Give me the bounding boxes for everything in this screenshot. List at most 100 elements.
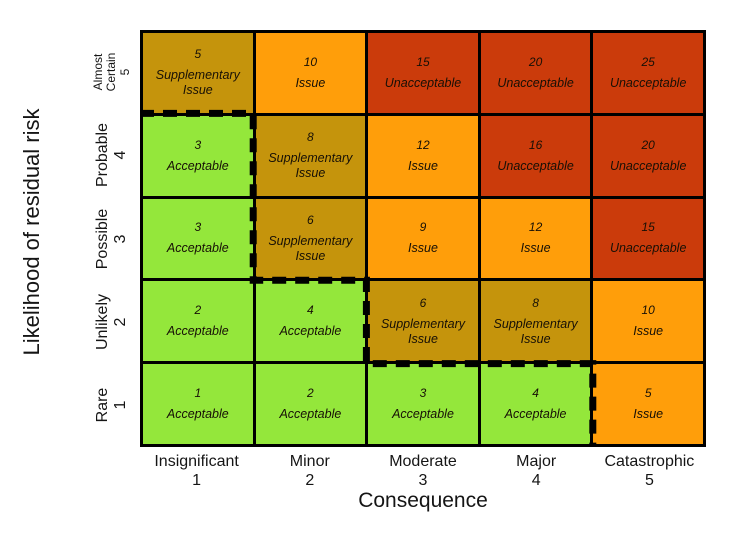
matrix-cell-l3-c2: 6 Supplementary Issue <box>255 198 366 279</box>
matrix-cell-l5-c3: 15 Unacceptable <box>368 33 478 113</box>
x-tick-name: Catastrophic <box>604 453 695 470</box>
y-tick-name: Possible <box>94 208 112 269</box>
x-tick-name: Major <box>516 453 557 470</box>
cell-rating-label: Acceptable <box>166 241 229 256</box>
cell-rating-label: Issue <box>408 158 438 173</box>
cell-rating-label: Acceptable <box>504 407 567 422</box>
cell-rating-label: Acceptable <box>392 407 454 422</box>
cell-rating-label: Acceptable <box>166 158 229 173</box>
x-tick-5: Catastrophic 5 <box>579 452 719 490</box>
x-tick-1: Insignificant 1 <box>127 452 267 490</box>
matrix-cell-l1-c5: 5 Issue <box>593 364 703 444</box>
cell-score: 20 <box>528 54 543 69</box>
matrix-cell-l4-c2: 8 Supplementary Issue <box>255 115 366 196</box>
y-tick-number: 2 <box>112 317 129 327</box>
matrix-cell-l1-c1: 1 Acceptable <box>143 364 253 444</box>
matrix-cell-l5-c1: 5 Supplementary Issue <box>143 33 253 113</box>
cell-score: 9 <box>419 220 427 235</box>
cell-score: 5 <box>644 386 652 401</box>
y-tick-number: 4 <box>112 150 129 160</box>
cell-score: 10 <box>303 54 318 69</box>
cell-score: 4 <box>307 303 314 318</box>
cell-rating-label: Supplementary Issue <box>155 68 240 98</box>
cell-rating-label: Unacceptable <box>609 158 687 173</box>
cell-rating-label: Unacceptable <box>609 75 687 90</box>
cell-score: 25 <box>641 54 655 69</box>
y-axis-title: Likelihood of residual risk <box>19 108 44 356</box>
cell-score: 1 <box>194 386 202 401</box>
matrix-cell-l2-c1: 2 Acceptable <box>143 281 253 362</box>
cell-score: 4 <box>532 386 539 401</box>
cell-score: 8 <box>307 130 314 145</box>
matrix-cell-l5-c2: 10 Issue <box>255 33 366 113</box>
cell-rating-label: Acceptable <box>166 324 229 339</box>
cell-rating-label: Issue <box>520 241 551 256</box>
cell-score: 8 <box>532 295 539 310</box>
matrix-cell-l2-c4: 8 Supplementary Issue <box>480 281 591 362</box>
cell-rating-label: Supplementary Issue <box>268 233 353 263</box>
cell-score: 15 <box>641 220 655 235</box>
cell-score: 16 <box>528 137 543 152</box>
matrix-cell-l2-c5: 10 Issue <box>593 281 703 362</box>
cell-rating-label: Issue <box>295 75 326 90</box>
matrix-cell-l1-c2: 2 Acceptable <box>255 364 366 444</box>
x-tick-number: 5 <box>644 472 654 489</box>
matrix-cell-l1-c3: 3 Acceptable <box>368 364 478 444</box>
y-tick-3: Possible 3 <box>89 197 135 281</box>
cell-rating-label: Issue <box>633 407 664 422</box>
y-tick-2: Unlikely 2 <box>89 280 135 364</box>
x-tick-number: 4 <box>531 472 541 489</box>
matrix-cell-l4-c1: 3 Acceptable <box>143 115 253 196</box>
cell-score: 6 <box>307 212 314 227</box>
cell-score: 2 <box>307 386 314 401</box>
y-tick-5: Almost Certain 5 <box>89 30 135 114</box>
y-tick-number: 3 <box>112 234 129 243</box>
x-tick-number: 3 <box>418 472 428 489</box>
cell-score: 2 <box>194 303 202 318</box>
cell-score: 15 <box>416 54 430 69</box>
matrix-cell-l1-c4: 4 Acceptable <box>480 364 591 444</box>
x-tick-2: Minor 2 <box>240 452 380 490</box>
cell-score: 10 <box>641 303 655 318</box>
matrix-cell-l4-c3: 12 Issue <box>368 115 478 196</box>
matrix-cell-l2-c3: 6 Supplementary Issue <box>368 281 478 362</box>
y-tick-name: Unlikely <box>94 293 112 350</box>
cell-rating-label: Unacceptable <box>609 241 687 256</box>
matrix-cell-l3-c3: 9 Issue <box>368 198 478 279</box>
matrix-cell-l3-c5: 15 Unacceptable <box>593 198 703 279</box>
cell-score: 12 <box>416 137 430 152</box>
y-tick-name: Probable <box>94 123 112 188</box>
matrix-cell-l5-c5: 25 Unacceptable <box>593 33 703 113</box>
matrix-cell-l5-c4: 20 Unacceptable <box>480 33 591 113</box>
x-tick-name: Insignificant <box>154 453 239 470</box>
cell-rating-label: Supplementary Issue <box>493 316 578 346</box>
matrix-cell-l4-c5: 20 Unacceptable <box>593 115 703 196</box>
cell-score: 12 <box>528 220 543 235</box>
matrix-cell-l2-c2: 4 Acceptable <box>255 281 366 362</box>
y-tick-number: 1 <box>112 400 129 410</box>
cell-rating-label: Acceptable <box>166 407 229 422</box>
y-tick-name: Rare <box>94 387 112 423</box>
risk-matrix-grid: 5 Supplementary Issue 10 Issue 15 Unacceptabl… <box>140 30 706 447</box>
x-tick-name: Moderate <box>389 453 457 470</box>
cell-rating-label: Unacceptable <box>384 75 462 90</box>
matrix-cell-l3-c4: 12 Issue <box>480 198 591 279</box>
cell-rating-label: Issue <box>633 324 664 339</box>
cell-score: 3 <box>419 386 427 401</box>
cell-score: 3 <box>194 220 202 235</box>
y-tick-1: Rare 1 <box>89 363 135 447</box>
x-tick-number: 2 <box>305 472 315 489</box>
x-tick-number: 1 <box>192 472 202 489</box>
cell-score: 6 <box>419 295 427 310</box>
x-tick-name: Minor <box>289 453 330 470</box>
x-axis-title: Consequence <box>358 489 488 512</box>
cell-rating-label: Supplementary Issue <box>380 316 466 346</box>
x-tick-3: Moderate 3 <box>353 452 493 490</box>
matrix-cell-l4-c4: 16 Unacceptable <box>480 115 591 196</box>
cell-rating-label: Issue <box>408 241 438 256</box>
cell-rating-label: Unacceptable <box>497 158 574 173</box>
matrix-cell-l3-c1: 3 Acceptable <box>143 198 253 279</box>
cell-rating-label: Supplementary Issue <box>268 151 353 181</box>
cell-score: 3 <box>194 137 202 152</box>
